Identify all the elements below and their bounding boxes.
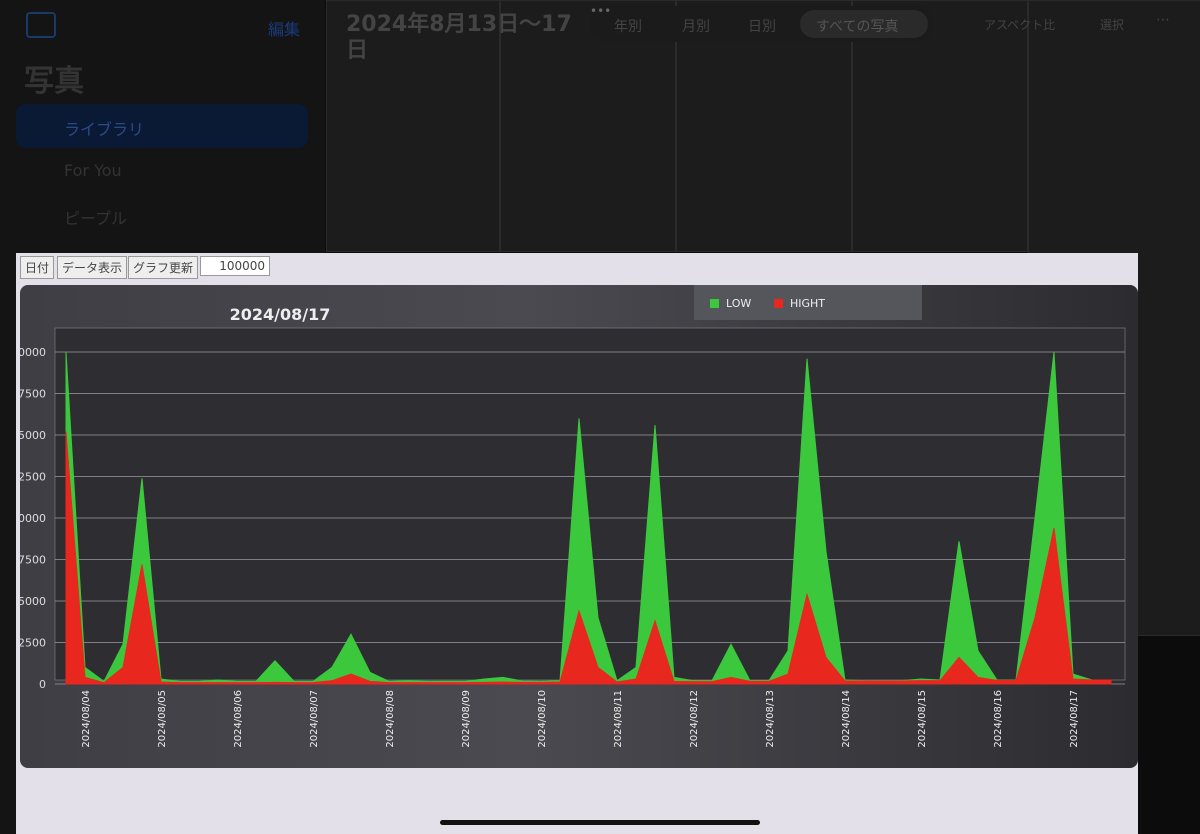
- legend-swatch: [710, 299, 719, 308]
- sidebar-item[interactable]: ライブラリ: [64, 120, 145, 139]
- thumbnail: [676, 0, 852, 252]
- tab[interactable]: すべての写真: [816, 19, 899, 35]
- multitask-dots: •••: [590, 4, 612, 18]
- x-tick-label: 2024/08/08: [385, 690, 396, 748]
- selected-item: [16, 104, 308, 148]
- toolbar-button[interactable]: 選択: [1100, 18, 1125, 32]
- x-tick-label: 2024/08/17: [1069, 690, 1080, 748]
- sidebar-item[interactable]: ピープル: [64, 209, 128, 228]
- thumbnail: [500, 0, 676, 252]
- y-tick-label: 25000: [11, 595, 46, 608]
- active-tab: [800, 10, 928, 38]
- toolbar-button[interactable]: アスペクト比: [984, 18, 1056, 32]
- y-tick-label: 100000: [4, 346, 46, 359]
- x-tick-label: 2024/08/06: [233, 690, 244, 748]
- sidebar-item[interactable]: For You: [64, 161, 122, 180]
- area-series: [65, 351, 1112, 685]
- chart-title: 2024/08/17: [230, 305, 331, 324]
- thumbnail: [326, 0, 500, 252]
- x-tick-label: 2024/08/04: [81, 690, 92, 748]
- x-tick-label: 2024/08/14: [841, 690, 852, 748]
- thumbnail: [852, 0, 1028, 252]
- toolbar-title: 2024年8月13日〜17日: [346, 12, 572, 63]
- y-tick-label: 75000: [11, 429, 46, 442]
- number-input[interactable]: 100000: [200, 256, 270, 276]
- x-tick-label: 2024/08/10: [537, 690, 548, 748]
- app-button[interactable]: グラフ更新: [128, 256, 199, 279]
- home-indicator: [440, 820, 760, 825]
- legend-label: LOW: [726, 297, 751, 310]
- y-tick-label: 87500: [11, 388, 46, 401]
- x-tick-label: 2024/08/07: [309, 690, 320, 748]
- x-tick-label: 2024/08/13: [765, 690, 776, 748]
- y-tick-label: 37500: [11, 554, 46, 567]
- tab[interactable]: 年別: [614, 19, 642, 35]
- y-tick-label: 12500: [11, 637, 46, 650]
- y-tick-label: 0: [39, 678, 46, 691]
- legend: [694, 285, 922, 320]
- x-tick-label: 2024/08/16: [993, 690, 1004, 748]
- y-tick-label: 50000: [11, 512, 46, 525]
- tab[interactable]: 月別: [682, 19, 710, 35]
- y-tick-label: 62500: [11, 471, 46, 484]
- legend-label: HIGHT: [790, 297, 825, 310]
- tab[interactable]: 日別: [748, 19, 776, 35]
- legend-swatch: [774, 299, 783, 308]
- app-button[interactable]: 日付: [20, 256, 55, 279]
- area-series: [65, 431, 1112, 685]
- x-tick-label: 2024/08/12: [689, 690, 700, 748]
- x-tick-label: 2024/08/11: [613, 690, 624, 748]
- sidebar-title: 写真: [24, 64, 84, 99]
- sidebar-toggle[interactable]: [26, 12, 56, 38]
- edit-button[interactable]: 編集: [268, 20, 301, 39]
- more-button[interactable]: ⋯: [1156, 12, 1170, 28]
- app-button[interactable]: データ表示: [57, 256, 128, 279]
- x-tick-label: 2024/08/05: [157, 690, 168, 748]
- x-tick-label: 2024/08/09: [461, 690, 472, 748]
- x-tick-label: 2024/08/15: [917, 690, 928, 748]
